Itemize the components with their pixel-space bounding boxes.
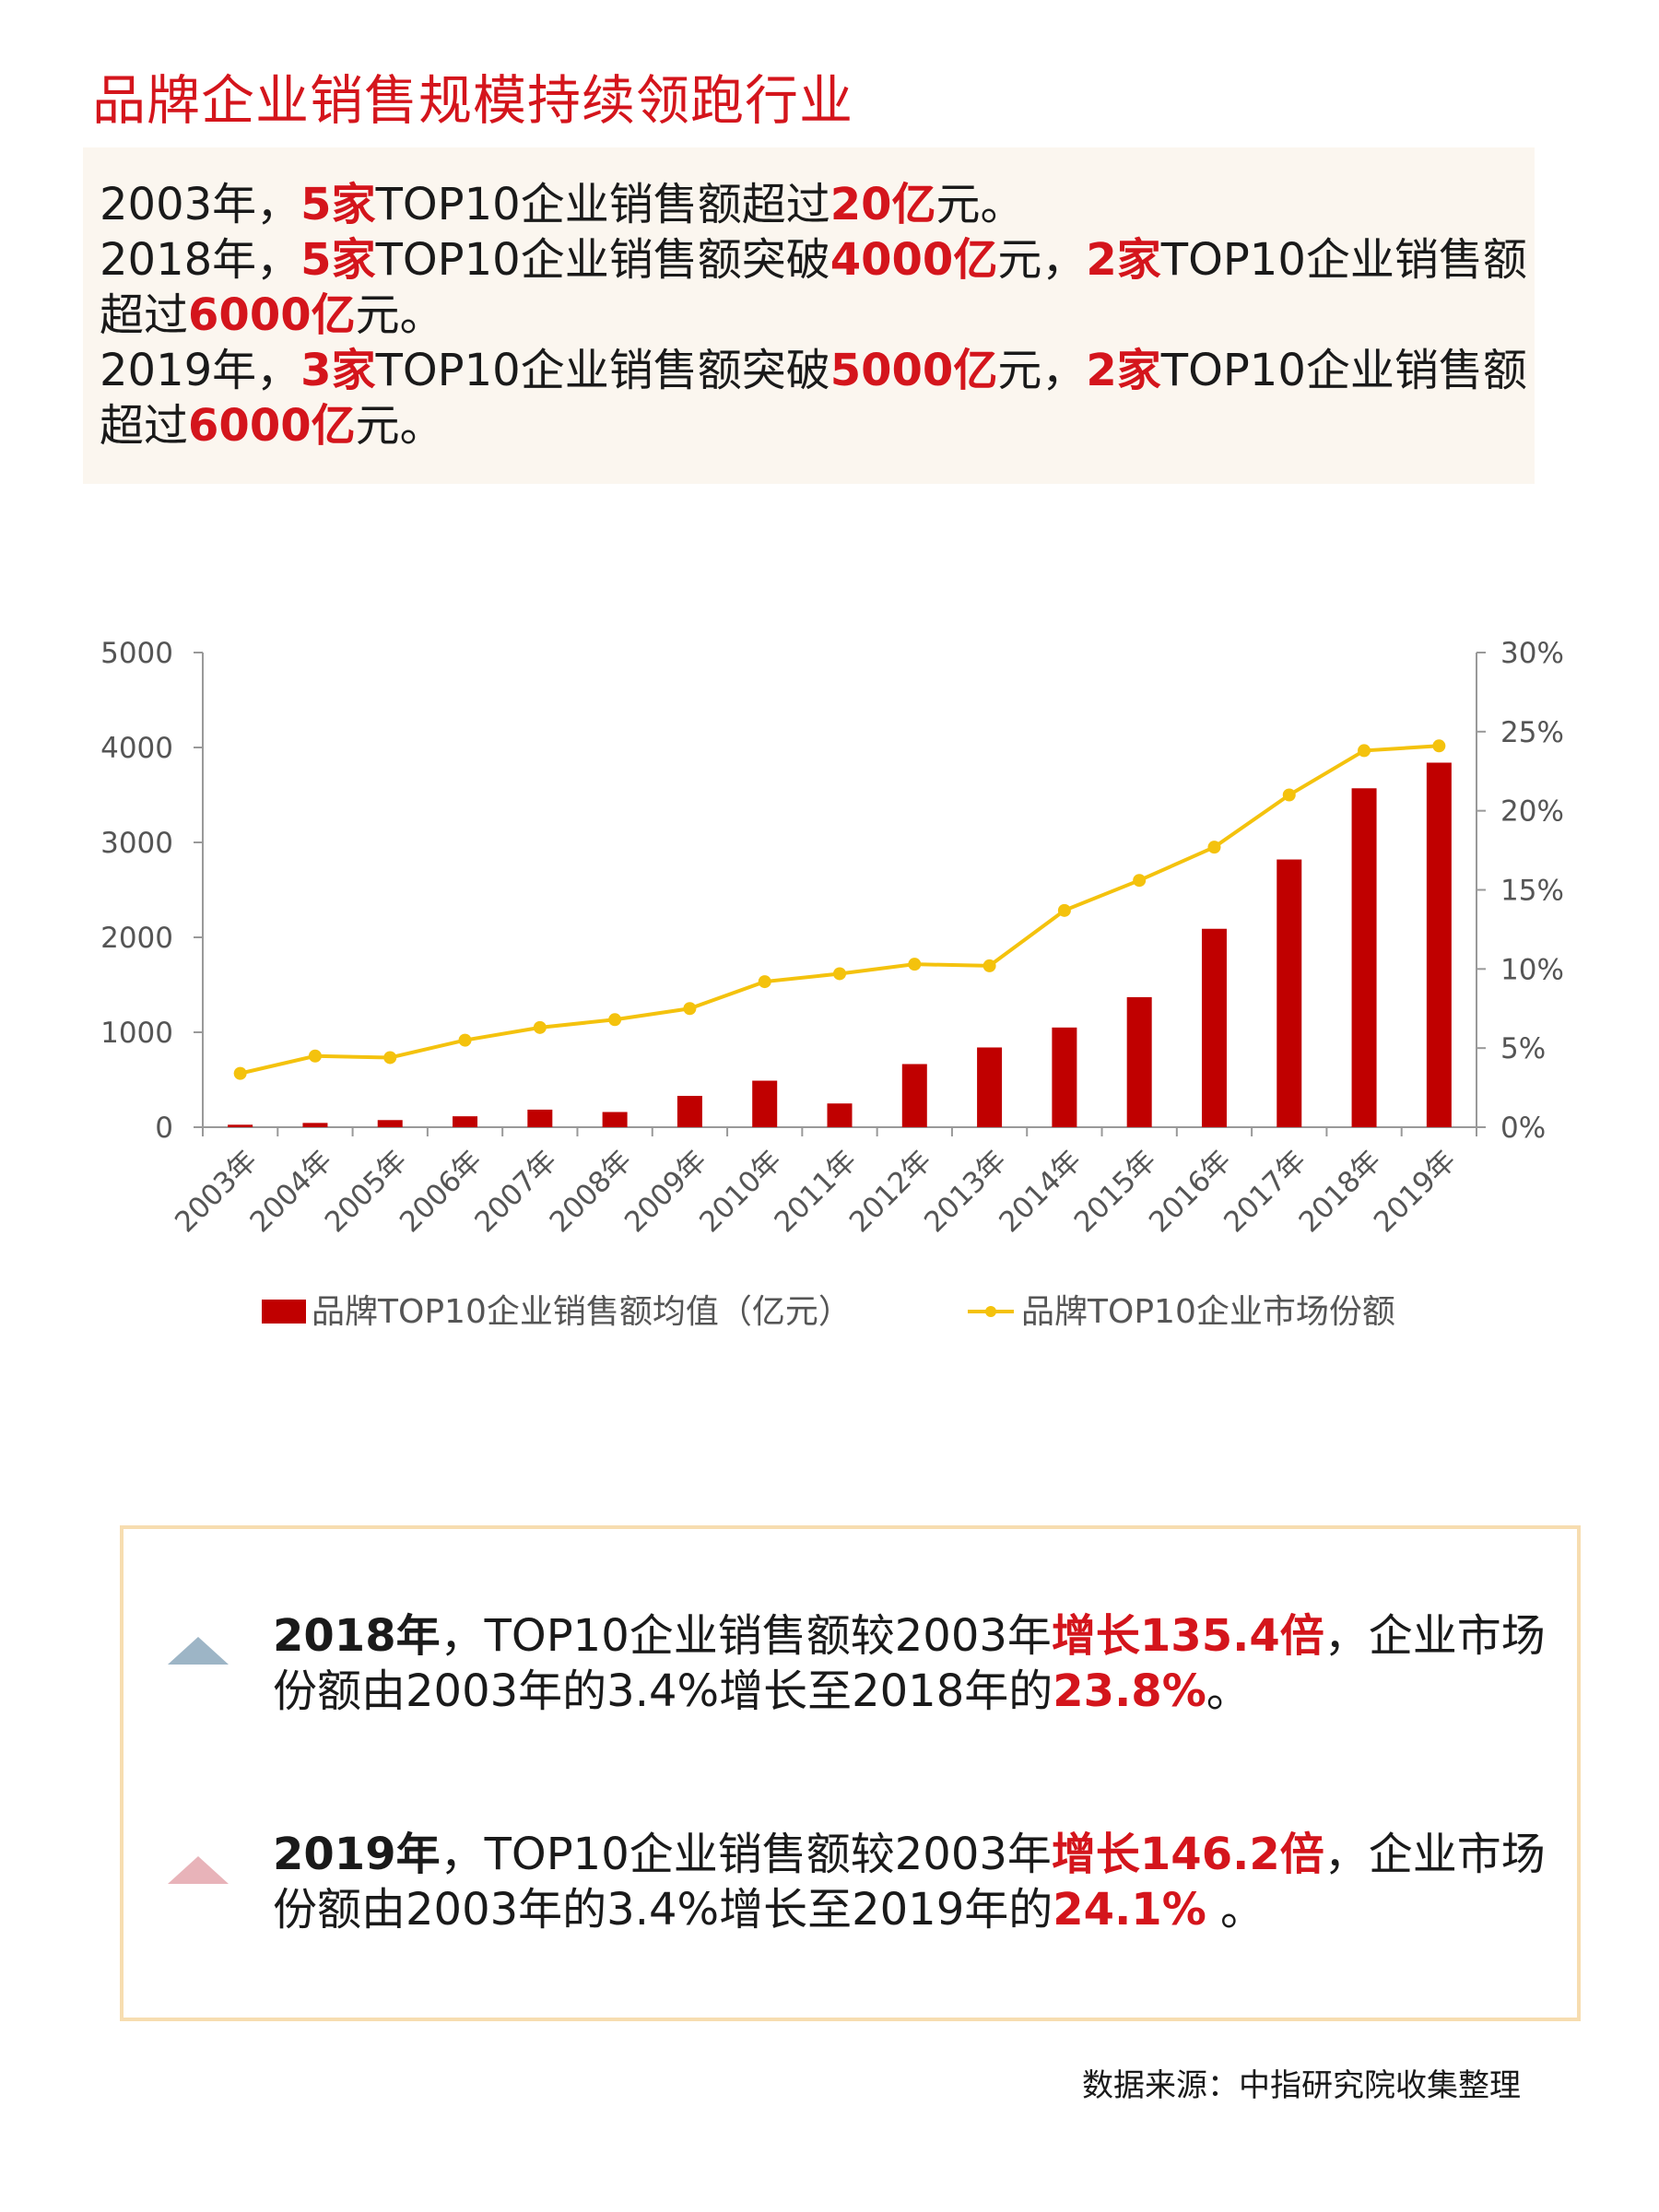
bar — [228, 1124, 253, 1127]
x-tick-label: 2014年 — [993, 1144, 1088, 1239]
x-tick-label: 2006年 — [394, 1144, 488, 1239]
y-left-tick-label: 3000 — [100, 827, 173, 860]
bar — [302, 1123, 328, 1127]
note-2018: 2018年，TOP10企业销售额较2003年增长135.4倍，企业市场份额由20… — [273, 1610, 1546, 1717]
bar — [1351, 788, 1377, 1127]
bar — [1201, 928, 1227, 1127]
x-tick-label: 2015年 — [1068, 1144, 1163, 1239]
share-point — [908, 958, 922, 971]
share-point — [1282, 788, 1296, 802]
x-tick-label: 2013年 — [918, 1144, 1013, 1239]
bar — [827, 1103, 853, 1127]
share-point — [458, 1033, 472, 1047]
y-left-tick-label: 5000 — [100, 637, 173, 670]
data-source: 数据来源：中指研究院收集整理 — [1082, 2067, 1521, 2104]
y-right-tick-label: 25% — [1500, 716, 1564, 749]
y-right-tick-label: 30% — [1500, 637, 1564, 670]
share-point — [1133, 874, 1147, 888]
share-point — [383, 1051, 397, 1065]
bar — [1126, 996, 1152, 1127]
bar — [901, 1064, 927, 1127]
share-point — [1432, 739, 1446, 753]
y-left-tick-label: 0 — [155, 1112, 173, 1145]
x-tick-label: 2012年 — [843, 1144, 938, 1239]
x-tick-label: 2007年 — [468, 1144, 563, 1239]
x-tick-label: 2009年 — [618, 1144, 713, 1239]
share-point — [308, 1049, 322, 1063]
x-tick-label: 2018年 — [1293, 1144, 1388, 1239]
bar — [1277, 859, 1302, 1127]
chart-axes: 0 1000 2000 3000 4000 5000 0% 5% 10% 15% 20% 25% 30% — [100, 637, 1564, 1145]
x-axis-labels: 2003年2004年2005年2006年2007年2008年2009年2010年… — [169, 1144, 1463, 1239]
share-line — [240, 744, 1440, 1076]
bar — [527, 1109, 553, 1127]
y-right-tick-label: 5% — [1500, 1032, 1546, 1065]
y-right-tick-label: 10% — [1500, 953, 1564, 986]
share-point — [683, 1002, 697, 1016]
share-point — [233, 1066, 247, 1080]
x-tick-label: 2008年 — [544, 1144, 639, 1239]
x-tick-label: 2003年 — [169, 1144, 264, 1239]
share-point — [1057, 903, 1071, 917]
share-point — [758, 975, 771, 989]
share-point — [982, 959, 996, 972]
bar — [1052, 1027, 1077, 1127]
blue-triangle-icon — [168, 1637, 229, 1665]
summary-line-2003: 2003年，5家TOP10企业销售额超过20亿元。 — [100, 179, 1025, 230]
summary-box: 2003年，5家TOP10企业销售额超过20亿元。 2018年，5家TOP10企… — [83, 147, 1535, 484]
y-right-tick-label: 20% — [1500, 795, 1564, 829]
bar-series — [228, 762, 1452, 1127]
sales-share-chart: 0 1000 2000 3000 4000 5000 0% 5% 10% 15% 20% 25% 30%… — [100, 637, 1564, 1331]
bar — [453, 1116, 478, 1127]
legend-bar-swatch — [262, 1300, 306, 1324]
x-tick-label: 2019年 — [1368, 1144, 1463, 1239]
share-point — [833, 967, 846, 981]
legend-bar-label: 品牌TOP10企业销售额均值（亿元） — [312, 1293, 852, 1331]
y-left-tick-label: 2000 — [100, 922, 173, 955]
x-tick-label: 2004年 — [243, 1144, 338, 1239]
x-tick-label: 2005年 — [319, 1144, 414, 1239]
chart-legend: 品牌TOP10企业销售额均值（亿元） 品牌TOP10企业市场份额 — [262, 1293, 1395, 1331]
legend-line-marker — [985, 1306, 996, 1317]
x-tick-label: 2010年 — [693, 1144, 788, 1239]
line-series — [233, 739, 1446, 1080]
bar — [677, 1096, 702, 1127]
legend-line-label: 品牌TOP10企业市场份额 — [1021, 1293, 1395, 1331]
x-tick-label: 2016年 — [1143, 1144, 1238, 1239]
summary-line-2019: 2019年，3家TOP10企业销售额突破5000亿元，2家TOP10企业销售额超… — [100, 345, 1527, 452]
x-tick-label: 2017年 — [1218, 1144, 1312, 1239]
x-tick-label: 2011年 — [768, 1144, 863, 1239]
pink-triangle-icon — [168, 1856, 229, 1884]
y-right-tick-label: 0% — [1500, 1112, 1546, 1145]
summary-line-2018: 2018年，5家TOP10企业销售额突破4000亿元，2家TOP10企业销售额超… — [100, 234, 1527, 341]
bar — [752, 1080, 778, 1127]
share-point — [533, 1020, 547, 1034]
page-title: 品牌企业销售规模持续领跑行业 — [92, 69, 854, 132]
share-point — [1358, 744, 1371, 758]
y-left-tick-label: 4000 — [100, 732, 173, 765]
y-left-tick-label: 1000 — [100, 1017, 173, 1050]
share-point — [608, 1013, 622, 1027]
note-2019: 2019年，TOP10企业销售额较2003年增长146.2倍，企业市场份额由20… — [273, 1829, 1546, 1936]
share-point — [1207, 841, 1221, 854]
notes-box: 2018年，TOP10企业销售额较2003年增长135.4倍，企业市场份额由20… — [120, 1525, 1581, 2021]
bar — [377, 1120, 403, 1127]
y-right-tick-label: 15% — [1500, 875, 1564, 908]
bar — [977, 1047, 1003, 1127]
bar — [1426, 762, 1452, 1127]
bar — [602, 1112, 628, 1127]
